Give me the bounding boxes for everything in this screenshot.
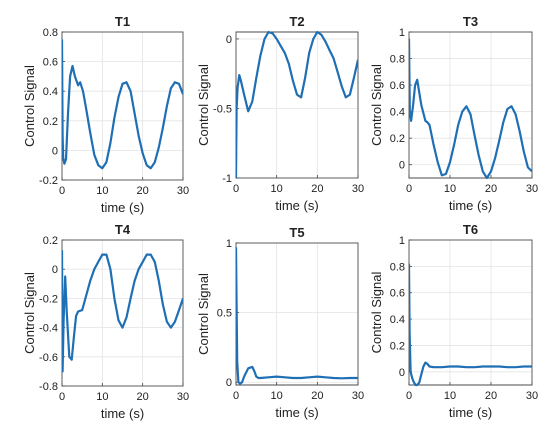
y-tick-label: -0.5: [213, 103, 232, 115]
series-line: [236, 30, 358, 179]
x-tick-label: 30: [177, 391, 189, 403]
y-axis-label: Control Signal: [369, 272, 384, 354]
y-tick-label: 0.8: [390, 54, 405, 66]
y-tick-label: -1: [222, 173, 232, 185]
x-tick-label: 30: [177, 185, 189, 197]
x-tick-label: 0: [406, 390, 412, 402]
x-axis-label: time (s): [275, 405, 318, 420]
x-tick-label: 30: [352, 390, 364, 402]
chart-title: T4: [115, 222, 131, 237]
y-tick-label: 0: [399, 160, 405, 172]
x-tick-label: 20: [485, 183, 497, 195]
series-line: [236, 247, 358, 385]
y-axis-label: Control Signal: [22, 65, 37, 147]
x-tick-label: 10: [444, 183, 456, 195]
x-tick-label: 10: [271, 390, 283, 402]
y-tick-label: 0.4: [43, 86, 58, 98]
plot-area: [408, 31, 533, 179]
y-tick-label: 1: [399, 235, 405, 247]
x-axis-label: time (s): [449, 405, 492, 420]
y-tick-label: 0.2: [43, 235, 58, 247]
x-tick-label: 10: [271, 183, 283, 195]
x-tick-label: 0: [406, 183, 412, 195]
x-tick-label: 0: [233, 390, 239, 402]
plot-area: [61, 239, 184, 387]
y-tick-label: 0.4: [390, 314, 405, 326]
x-axis-label: time (s): [101, 200, 144, 215]
x-axis-label: time (s): [449, 198, 492, 213]
y-axis-label: Control Signal: [369, 64, 384, 146]
y-tick-label: 0.2: [43, 116, 58, 128]
y-tick-label: 0.2: [390, 340, 405, 352]
y-axis-label: Control Signal: [196, 273, 211, 355]
x-axis-label: time (s): [275, 198, 318, 213]
y-tick-label: 0.6: [43, 57, 58, 69]
chart-t6: 0 10 20 30 0 0.2 0.4 0.6 0.8 1 T6 time (s) Control S…: [369, 222, 538, 420]
y-tick-label: 1: [399, 27, 405, 39]
y-tick-label: -0.2: [39, 293, 58, 305]
x-tick-label: 20: [311, 390, 323, 402]
x-axis-label: time (s): [101, 406, 144, 421]
y-tick-label: -0.4: [39, 323, 58, 335]
y-tick-label: 0.6: [390, 288, 405, 300]
series-line: [409, 263, 532, 387]
plot-area: [408, 239, 533, 386]
chart-t2: 0 10 20 30 -1 -0.5 0 T2 time (s) Control Signal: [196, 14, 364, 213]
y-axis-label: Control Signal: [196, 64, 211, 146]
y-tick-label: -0.2: [39, 175, 58, 187]
y-tick-label: 0: [399, 367, 405, 379]
y-tick-label: 0.2: [390, 133, 405, 145]
chart-t3: 0 10 20 30 0 0.2 0.4 0.6 0.8 1 T3 time (s) Control S…: [369, 14, 538, 213]
x-tick-label: 0: [233, 183, 239, 195]
series-line: [409, 38, 532, 180]
plot-area: [61, 31, 184, 181]
x-tick-label: 0: [59, 185, 65, 197]
series-line: [62, 250, 183, 373]
y-tick-label: 0.6: [390, 80, 405, 92]
x-tick-label: 20: [485, 390, 497, 402]
x-tick-label: 10: [444, 390, 456, 402]
chart-t4: 0 10 20 30 -0.8 -0.6 -0.4 -0.2 0 0.2 T4 time (s) Con…: [22, 222, 189, 421]
x-tick-label: 10: [96, 391, 108, 403]
x-tick-label: 20: [137, 185, 149, 197]
y-tick-label: 0.8: [390, 261, 405, 273]
chart-title: T5: [289, 225, 304, 240]
plot-area: [235, 31, 359, 179]
y-tick-label: -0.8: [39, 381, 58, 393]
y-tick-label: 0: [52, 264, 58, 276]
chart-t5: 0 10 20 30 0 0.5 1 T5 time (s) Control Signal: [196, 225, 364, 420]
chart-title: T3: [463, 14, 478, 29]
y-tick-label: 1: [226, 238, 232, 250]
y-tick-label: 0.4: [390, 107, 405, 119]
plot-area: [235, 242, 359, 386]
x-tick-label: 30: [526, 183, 538, 195]
x-tick-label: 20: [137, 391, 149, 403]
x-tick-label: 10: [96, 185, 108, 197]
y-tick-label: 0.5: [217, 308, 232, 320]
chart-title: T6: [463, 222, 478, 237]
y-tick-label: 0: [226, 34, 232, 46]
y-tick-label: 0: [52, 145, 58, 157]
y-tick-label: -0.6: [39, 352, 58, 364]
y-tick-label: 0: [226, 377, 232, 389]
series-line: [62, 39, 183, 170]
x-tick-label: 30: [352, 183, 364, 195]
x-tick-label: 30: [526, 390, 538, 402]
chart-title: T1: [115, 14, 130, 29]
x-tick-label: 20: [311, 183, 323, 195]
chart-title: T2: [289, 14, 304, 29]
y-tick-label: 0.8: [43, 27, 58, 39]
x-tick-label: 0: [59, 391, 65, 403]
y-axis-label: Control Signal: [22, 272, 37, 354]
